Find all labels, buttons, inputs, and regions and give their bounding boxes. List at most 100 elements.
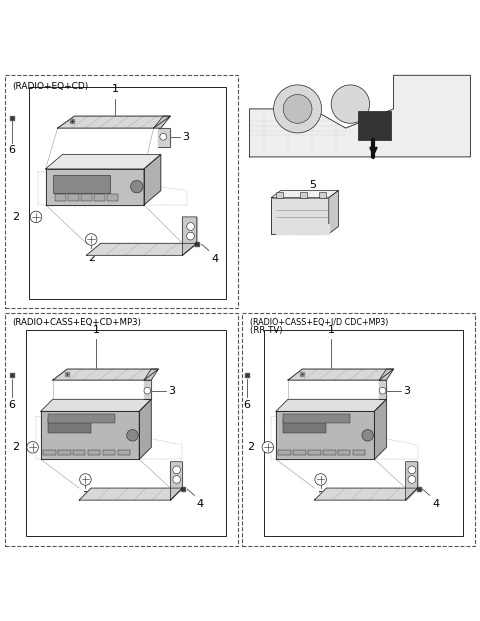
Bar [293, 450, 306, 455]
Polygon shape [182, 217, 197, 255]
Circle shape [408, 466, 416, 474]
Bar [48, 419, 91, 433]
Polygon shape [406, 461, 418, 500]
Text: 3: 3 [168, 386, 175, 396]
Bar [118, 450, 130, 455]
Polygon shape [46, 169, 144, 205]
Bar [26, 330, 226, 536]
Bar [58, 450, 71, 455]
Bar [278, 450, 291, 455]
Bar [319, 192, 326, 197]
Circle shape [408, 476, 416, 483]
Text: 1: 1 [93, 325, 99, 335]
Circle shape [274, 85, 322, 133]
Text: 3: 3 [403, 386, 410, 396]
Polygon shape [58, 116, 170, 128]
Bar [5, 75, 238, 308]
Text: 2: 2 [82, 491, 89, 502]
Text: 1: 1 [328, 325, 335, 335]
Text: (RR TV): (RR TV) [250, 326, 282, 335]
Bar [338, 450, 350, 455]
Bar [283, 414, 350, 424]
Bar [88, 450, 100, 455]
Bar [55, 194, 66, 201]
Bar [276, 192, 283, 197]
Text: 2: 2 [317, 491, 324, 502]
Circle shape [187, 232, 194, 240]
Polygon shape [250, 75, 470, 157]
Polygon shape [276, 411, 374, 460]
Circle shape [173, 476, 180, 483]
Text: (RADIO+CASS+EQ+I/D CDC+MP3): (RADIO+CASS+EQ+I/D CDC+MP3) [250, 318, 388, 327]
Polygon shape [379, 380, 386, 399]
Bar [103, 450, 115, 455]
Bar [308, 450, 321, 455]
Polygon shape [288, 369, 394, 380]
Text: (RADIO+EQ+CD): (RADIO+EQ+CD) [12, 83, 88, 91]
Circle shape [85, 233, 97, 245]
Circle shape [331, 85, 370, 124]
Bar [283, 419, 326, 433]
Polygon shape [374, 399, 386, 460]
Polygon shape [170, 461, 182, 500]
Circle shape [315, 474, 326, 485]
Text: (RADIO+CASS+EQ+CD+MP3): (RADIO+CASS+EQ+CD+MP3) [12, 318, 141, 327]
Text: 6: 6 [9, 400, 15, 410]
Polygon shape [158, 128, 170, 147]
Polygon shape [86, 243, 197, 255]
Text: 3: 3 [182, 132, 190, 142]
Text: 1: 1 [112, 84, 119, 94]
Text: 6: 6 [9, 145, 15, 155]
Circle shape [283, 94, 312, 124]
Bar [29, 88, 226, 299]
Polygon shape [41, 411, 139, 460]
Circle shape [379, 388, 386, 394]
Circle shape [27, 442, 38, 453]
Circle shape [30, 211, 42, 223]
Bar [43, 450, 56, 455]
Circle shape [173, 466, 180, 474]
Bar [73, 450, 85, 455]
Polygon shape [154, 116, 170, 128]
Text: 6: 6 [244, 400, 251, 410]
Text: 4: 4 [211, 254, 218, 264]
Bar [107, 194, 118, 201]
Polygon shape [379, 369, 394, 380]
Text: 2: 2 [88, 253, 95, 263]
Polygon shape [41, 399, 151, 411]
Circle shape [160, 134, 167, 140]
Text: 2: 2 [247, 442, 254, 452]
Text: 4: 4 [197, 499, 204, 509]
Bar [271, 197, 329, 233]
Circle shape [144, 388, 151, 394]
Polygon shape [144, 380, 151, 399]
Text: 2: 2 [12, 212, 19, 222]
Bar [358, 111, 391, 140]
Polygon shape [329, 191, 338, 233]
Polygon shape [53, 369, 158, 380]
Bar [264, 330, 463, 536]
Text: 4: 4 [432, 499, 439, 509]
Bar [53, 175, 110, 193]
Polygon shape [314, 488, 418, 500]
Circle shape [187, 223, 194, 230]
Bar [323, 450, 336, 455]
Bar [81, 194, 92, 201]
Bar [48, 414, 115, 424]
Polygon shape [271, 191, 338, 197]
Circle shape [127, 430, 138, 441]
Polygon shape [144, 369, 158, 380]
Bar [94, 194, 105, 201]
Text: 5: 5 [310, 179, 317, 189]
Circle shape [362, 430, 373, 441]
Polygon shape [276, 399, 386, 411]
Bar [5, 313, 238, 546]
Text: 2: 2 [12, 442, 19, 452]
Circle shape [131, 181, 143, 193]
Polygon shape [139, 399, 151, 460]
Polygon shape [46, 155, 161, 169]
Bar [353, 450, 365, 455]
Polygon shape [276, 224, 329, 233]
Circle shape [262, 442, 274, 453]
Polygon shape [79, 488, 182, 500]
